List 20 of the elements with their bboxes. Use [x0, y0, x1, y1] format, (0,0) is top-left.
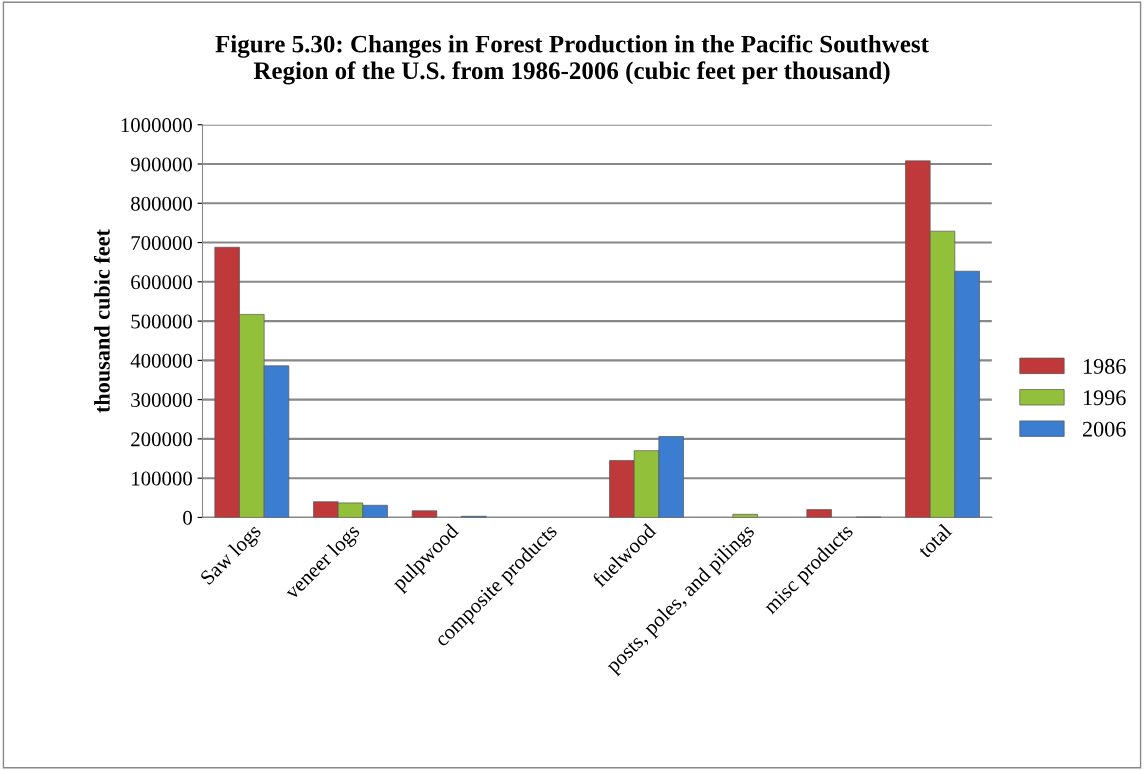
y-tick-label: 800000 [131, 196, 192, 211]
y-tick-label: 300000 [131, 393, 192, 408]
y-tick-label: 500000 [131, 314, 192, 329]
y-tick-label: 700000 [131, 235, 192, 250]
y-tick-label: 600000 [131, 275, 192, 290]
x-tick-label: total [916, 522, 953, 559]
y-tick-label: 1000000 [121, 118, 192, 133]
legend-label: 1996 [1083, 390, 1126, 406]
y-tick-label: 400000 [130, 353, 192, 368]
bar [411, 510, 438, 518]
x-tick-label: Saw logs [199, 522, 265, 589]
bar [806, 509, 832, 518]
legend-label: 2006 [1082, 421, 1126, 437]
y-axis-title: thousand cubic feet [93, 229, 110, 413]
y-tick-label: 200000 [131, 432, 192, 447]
y-tick-label: 0 [183, 510, 192, 525]
chart-title: Figure 5.30: Changes in Forest Production in the Pacific Southwest Region of the U.S. from 1986-2006 (cubic feet per thousand) [215, 34, 929, 85]
y-tick-label: 900000 [130, 157, 192, 172]
y-tick-label: 100000 [132, 471, 192, 486]
legend-label: 1986 [1083, 358, 1126, 374]
